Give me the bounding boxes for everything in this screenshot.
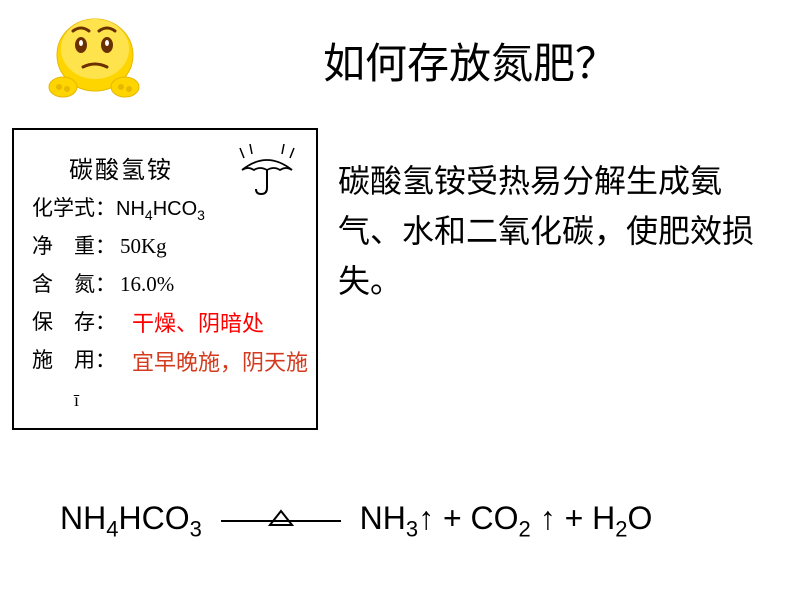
eq-lhs: NH4HCO3	[60, 500, 202, 536]
formula-row: 化学式：NH4HCO3	[32, 192, 205, 223]
stray-text: ī	[74, 390, 79, 411]
eq-rhs: NH3↑ + CO2 ↑ + H2O	[360, 500, 653, 536]
body-explanation: 碳酸氢铵受热易分解生成氨气、水和二氧化碳，使肥效损失。	[338, 156, 768, 306]
product-label-box: 碳酸氢铵 化学式：NH4HCO3 净 重：50Kg 含 氮：16.0% 保 存：…	[12, 128, 318, 430]
nitrogen-row: 含 氮：16.0%	[32, 268, 174, 298]
storage-value: 干燥、阴暗处	[132, 306, 264, 338]
storage-row: 保 存：	[32, 306, 116, 336]
weight-key: 净 重：	[32, 234, 116, 258]
chemical-equation: NH4HCO3 NH3↑ + CO2 ↑ + H2O	[60, 500, 652, 542]
reaction-arrow	[211, 520, 351, 522]
umbrella-icon	[236, 144, 298, 196]
usage-key: 施 用：	[32, 348, 116, 372]
formula-value: NH4HCO3	[116, 198, 205, 220]
heat-triangle-icon	[268, 498, 294, 535]
nitrogen-value: 16.0%	[120, 272, 174, 296]
weight-value: 50Kg	[120, 234, 167, 258]
weight-row: 净 重：50Kg	[32, 230, 167, 260]
formula-key: 化学式：	[32, 196, 116, 220]
product-name: 碳酸氢铵	[69, 150, 173, 185]
usage-value: 宜早晚施，阴天施	[132, 344, 312, 382]
page-title: 如何存放氮肥？	[170, 30, 770, 91]
storage-key: 保 存：	[32, 310, 116, 334]
nitrogen-key: 含 氮：	[32, 272, 116, 296]
usage-row: 施 用：	[32, 344, 116, 374]
thinking-face-icon	[45, 5, 145, 105]
